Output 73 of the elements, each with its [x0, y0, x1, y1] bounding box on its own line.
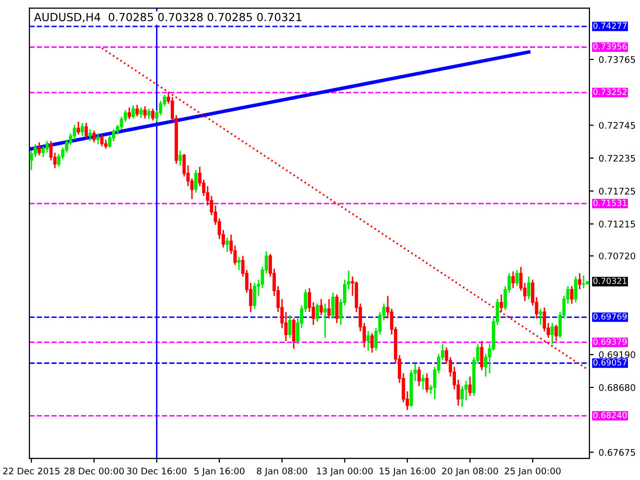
ref-line-label: 0.69057 — [593, 359, 627, 366]
candlestick — [38, 142, 41, 156]
x-tick-label: 5 Jan 16:00 — [194, 468, 244, 476]
candlestick — [425, 372, 429, 394]
candlestick — [582, 274, 586, 289]
candlestick — [252, 282, 256, 310]
ref-line-label: 0.69769 — [593, 313, 627, 320]
ref-line-label: 0.74277 — [593, 22, 627, 29]
candlestick — [335, 294, 339, 324]
candlestick — [88, 128, 92, 142]
candlestick — [570, 285, 574, 304]
ref-line-label: 0.73956 — [593, 43, 627, 50]
candlestick — [421, 374, 425, 390]
candlestick — [128, 106, 131, 120]
candlestick — [80, 122, 84, 137]
candlestick — [574, 276, 578, 303]
candlestick — [578, 272, 582, 290]
candlestick — [151, 108, 154, 122]
candlestick — [139, 106, 143, 119]
candlestick — [143, 106, 147, 120]
candlestick — [292, 318, 296, 350]
candlestick — [288, 314, 292, 338]
ref-line-label: 0.73252 — [593, 88, 626, 95]
x-tick-label: 13 Jan 00:00 — [317, 468, 373, 476]
candlestick — [554, 324, 558, 342]
candlestick — [370, 332, 374, 354]
x-tick-label: 28 Dec 00:00 — [64, 468, 124, 474]
candlestick — [331, 292, 335, 320]
candlestick — [500, 294, 503, 313]
chart-title: AUDUSD,H4 0.70285 0.70328 0.70285 0.70321 — [34, 12, 302, 22]
ref-line-label: 0.69379 — [593, 338, 627, 345]
y-tick-label: 0.71725 — [599, 188, 636, 195]
candlestick — [76, 120, 80, 136]
candlestick — [178, 150, 182, 166]
candlestick — [480, 340, 484, 371]
candlestick — [366, 330, 370, 352]
candlestick — [527, 276, 530, 300]
candlestick — [45, 140, 49, 154]
candlestick — [132, 104, 135, 120]
candlestick — [320, 298, 323, 316]
x-tick-label: 20 Jan 08:00 — [442, 468, 498, 476]
candlestick — [194, 169, 198, 194]
candlestick — [84, 122, 88, 139]
x-tick-label: 15 Jan 16:00 — [380, 468, 436, 476]
y-tick-label: 0.72745 — [599, 122, 636, 129]
y-tick-label: 0.73765 — [599, 56, 636, 63]
y-tick-label: 0.69190 — [599, 351, 636, 358]
candlestick — [538, 308, 542, 326]
y-tick-label: 0.67675 — [599, 449, 636, 456]
candlestick — [284, 311, 288, 342]
x-tick-label: 8 Jan 08:00 — [256, 468, 308, 476]
x-tick-label: 30 Dec 16:00 — [127, 468, 186, 474]
candlestick — [135, 104, 139, 118]
candlestick — [316, 302, 319, 322]
candlestick — [515, 269, 519, 287]
candlestick — [147, 108, 151, 120]
candlestick — [226, 237, 229, 253]
candlestick — [468, 376, 472, 397]
y-tick-label: 0.68680 — [599, 384, 636, 392]
candlestick — [323, 302, 327, 338]
x-tick-label: 22 Dec 2015 — [3, 468, 60, 474]
candlestick — [550, 322, 554, 345]
text: 0.70321 — [593, 278, 626, 284]
y-tick-label: 0.71215 — [599, 220, 636, 228]
x-tick-label: 25 Jan 00:00 — [504, 468, 561, 476]
candlestick — [417, 366, 421, 387]
y-tick-label: 0.72235 — [599, 154, 636, 162]
candlestick — [100, 134, 104, 147]
ref-line-label: 0.68240 — [593, 412, 627, 418]
y-tick-label: 0.70720 — [599, 252, 636, 260]
candlestick — [511, 270, 515, 289]
candlestick — [460, 385, 464, 408]
ref-line-label: 0.71531 — [593, 200, 626, 206]
